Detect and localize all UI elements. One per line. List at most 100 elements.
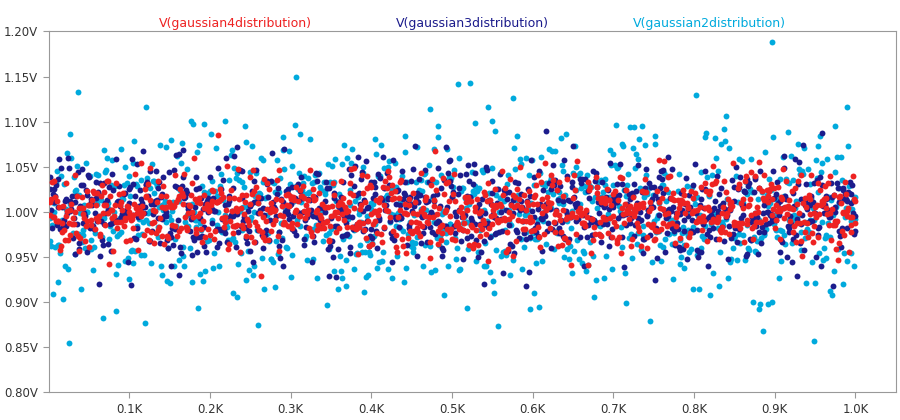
Point [796, 218, 811, 225]
Point [311, 171, 326, 178]
Point [226, 234, 240, 241]
Point [721, 195, 735, 202]
Point [518, 206, 532, 213]
Point [474, 221, 489, 228]
Point [226, 230, 240, 236]
Point [265, 205, 279, 211]
Point [411, 199, 426, 206]
Point [187, 217, 202, 223]
Point [838, 190, 852, 197]
Point [460, 234, 474, 241]
Point [304, 233, 319, 239]
Point [411, 229, 426, 236]
Point [413, 170, 428, 176]
Point [806, 199, 820, 206]
Point [762, 220, 777, 226]
Point [722, 223, 736, 229]
Point [111, 261, 125, 268]
Point [844, 200, 859, 206]
Point [670, 219, 684, 226]
Point [756, 172, 770, 178]
Point [713, 227, 727, 234]
Point [84, 216, 98, 223]
Point [418, 213, 432, 220]
Point [201, 190, 215, 197]
Point [569, 164, 583, 171]
Point [662, 217, 677, 224]
Point [334, 194, 348, 201]
Point [811, 180, 825, 186]
Point [827, 123, 842, 129]
Point [643, 198, 657, 205]
Point [122, 173, 137, 180]
Point [333, 253, 347, 260]
Point [429, 190, 444, 197]
Point [470, 205, 484, 212]
Point [662, 205, 676, 212]
Point [192, 185, 206, 192]
Point [686, 181, 700, 188]
Point [572, 175, 587, 182]
Point [756, 202, 770, 208]
Point [773, 248, 788, 255]
Point [755, 328, 770, 334]
Point [108, 183, 122, 189]
Point [670, 219, 684, 226]
Point [293, 188, 308, 194]
Point [392, 178, 407, 185]
Point [393, 225, 408, 231]
Point [386, 184, 400, 191]
Point [492, 171, 507, 178]
Point [471, 253, 485, 260]
Point [389, 244, 403, 250]
Point [545, 191, 560, 197]
Point [702, 192, 716, 198]
Point [726, 184, 741, 191]
Point [623, 196, 637, 202]
Point [49, 180, 63, 187]
Point [817, 210, 832, 217]
Point [65, 200, 79, 206]
Point [675, 197, 689, 204]
Point [737, 188, 751, 194]
Point [442, 173, 456, 180]
Point [327, 189, 341, 196]
Point [68, 251, 82, 257]
Point [745, 189, 760, 195]
Point [368, 218, 382, 224]
Point [614, 250, 628, 257]
Point [796, 145, 811, 152]
Point [135, 231, 149, 237]
Point [173, 186, 187, 192]
Point [467, 182, 482, 189]
Point [320, 204, 335, 211]
Point [271, 184, 285, 191]
Point [395, 236, 410, 243]
Point [455, 213, 470, 220]
Point [673, 201, 688, 208]
Point [358, 273, 373, 280]
Point [604, 202, 618, 209]
Point [472, 184, 486, 191]
Point [806, 239, 820, 246]
Point [284, 163, 299, 170]
Point [261, 230, 275, 236]
Point [563, 225, 578, 231]
Point [696, 212, 710, 219]
Point [815, 159, 830, 166]
Point [94, 197, 108, 204]
Point [395, 168, 410, 175]
Point [412, 187, 427, 194]
Point [461, 245, 475, 252]
Point [276, 213, 291, 219]
Point [802, 229, 816, 236]
Point [93, 232, 107, 239]
Point [46, 291, 60, 297]
Point [638, 184, 652, 191]
Point [787, 217, 801, 224]
Point [398, 179, 412, 186]
Point [692, 215, 706, 221]
Point [809, 156, 824, 163]
Point [680, 183, 694, 189]
Point [75, 239, 89, 245]
